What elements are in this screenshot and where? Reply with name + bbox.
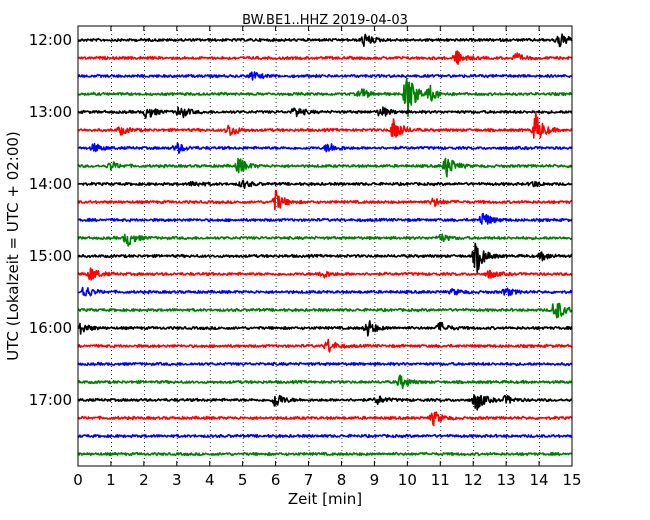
trace-line bbox=[77, 374, 573, 390]
trace-line bbox=[77, 50, 573, 65]
trace-line bbox=[77, 212, 573, 225]
y-tick-label: 12:00 bbox=[29, 31, 72, 49]
x-tick-label: 15 bbox=[562, 471, 581, 489]
trace-line bbox=[77, 78, 573, 117]
trace-line bbox=[77, 411, 573, 427]
plot-frame bbox=[77, 25, 573, 467]
trace-line bbox=[77, 433, 573, 439]
x-tick-label: 6 bbox=[271, 471, 281, 489]
x-tick-label: 9 bbox=[370, 471, 380, 489]
trace-line bbox=[77, 267, 573, 281]
trace-line bbox=[77, 451, 573, 457]
trace-line bbox=[77, 179, 573, 189]
trace-line bbox=[77, 286, 573, 297]
x-tick-label: 7 bbox=[304, 471, 314, 489]
trace-line bbox=[77, 33, 573, 48]
x-tick-label: 3 bbox=[172, 471, 182, 489]
x-tick-label: 0 bbox=[73, 471, 83, 489]
grid-lines bbox=[111, 26, 540, 466]
chart-title: BW.BE1..HHZ 2019-04-03 bbox=[242, 13, 408, 28]
trace-line bbox=[77, 242, 573, 274]
trace-line bbox=[77, 111, 573, 139]
y-axis-label: UTC (Lokalzeit = UTC + 02:00) bbox=[4, 131, 22, 361]
trace-line bbox=[77, 394, 573, 411]
x-tick-label: 8 bbox=[337, 471, 347, 489]
x-tick-label: 2 bbox=[139, 471, 149, 489]
y-axis-ticks: 12:00 13:00 14:00 15:00 16:00 17:00 bbox=[29, 31, 572, 409]
y-tick-label: 13:00 bbox=[29, 103, 72, 121]
x-axis-label: Zeit [min] bbox=[288, 490, 362, 508]
trace-line bbox=[77, 189, 573, 211]
trace-line bbox=[77, 361, 573, 367]
x-tick-label: 14 bbox=[530, 471, 549, 489]
trace-line bbox=[77, 157, 573, 178]
x-tick-label: 10 bbox=[398, 471, 417, 489]
x-tick-label: 5 bbox=[238, 471, 248, 489]
x-tick-label: 4 bbox=[205, 471, 215, 489]
trace-line bbox=[77, 320, 573, 337]
x-tick-label: 12 bbox=[464, 471, 483, 489]
x-tick-label: 11 bbox=[431, 471, 450, 489]
x-tick-label: 1 bbox=[106, 471, 116, 489]
trace-line bbox=[77, 106, 573, 119]
trace-line bbox=[77, 338, 573, 353]
y-tick-label: 14:00 bbox=[29, 175, 72, 193]
x-tick-label: 13 bbox=[497, 471, 516, 489]
trace-line bbox=[77, 71, 573, 81]
y-tick-label: 17:00 bbox=[29, 391, 72, 409]
y-tick-label: 15:00 bbox=[29, 247, 72, 265]
x-axis-ticks: 0 1 2 3 4 5 6 7 8 9 10 11 12 13 14 15 bbox=[73, 26, 582, 489]
trace-line bbox=[77, 302, 573, 319]
trace-line bbox=[77, 142, 573, 154]
y-tick-label: 16:00 bbox=[29, 319, 72, 337]
trace-layer bbox=[77, 33, 573, 457]
trace-line bbox=[77, 233, 573, 247]
